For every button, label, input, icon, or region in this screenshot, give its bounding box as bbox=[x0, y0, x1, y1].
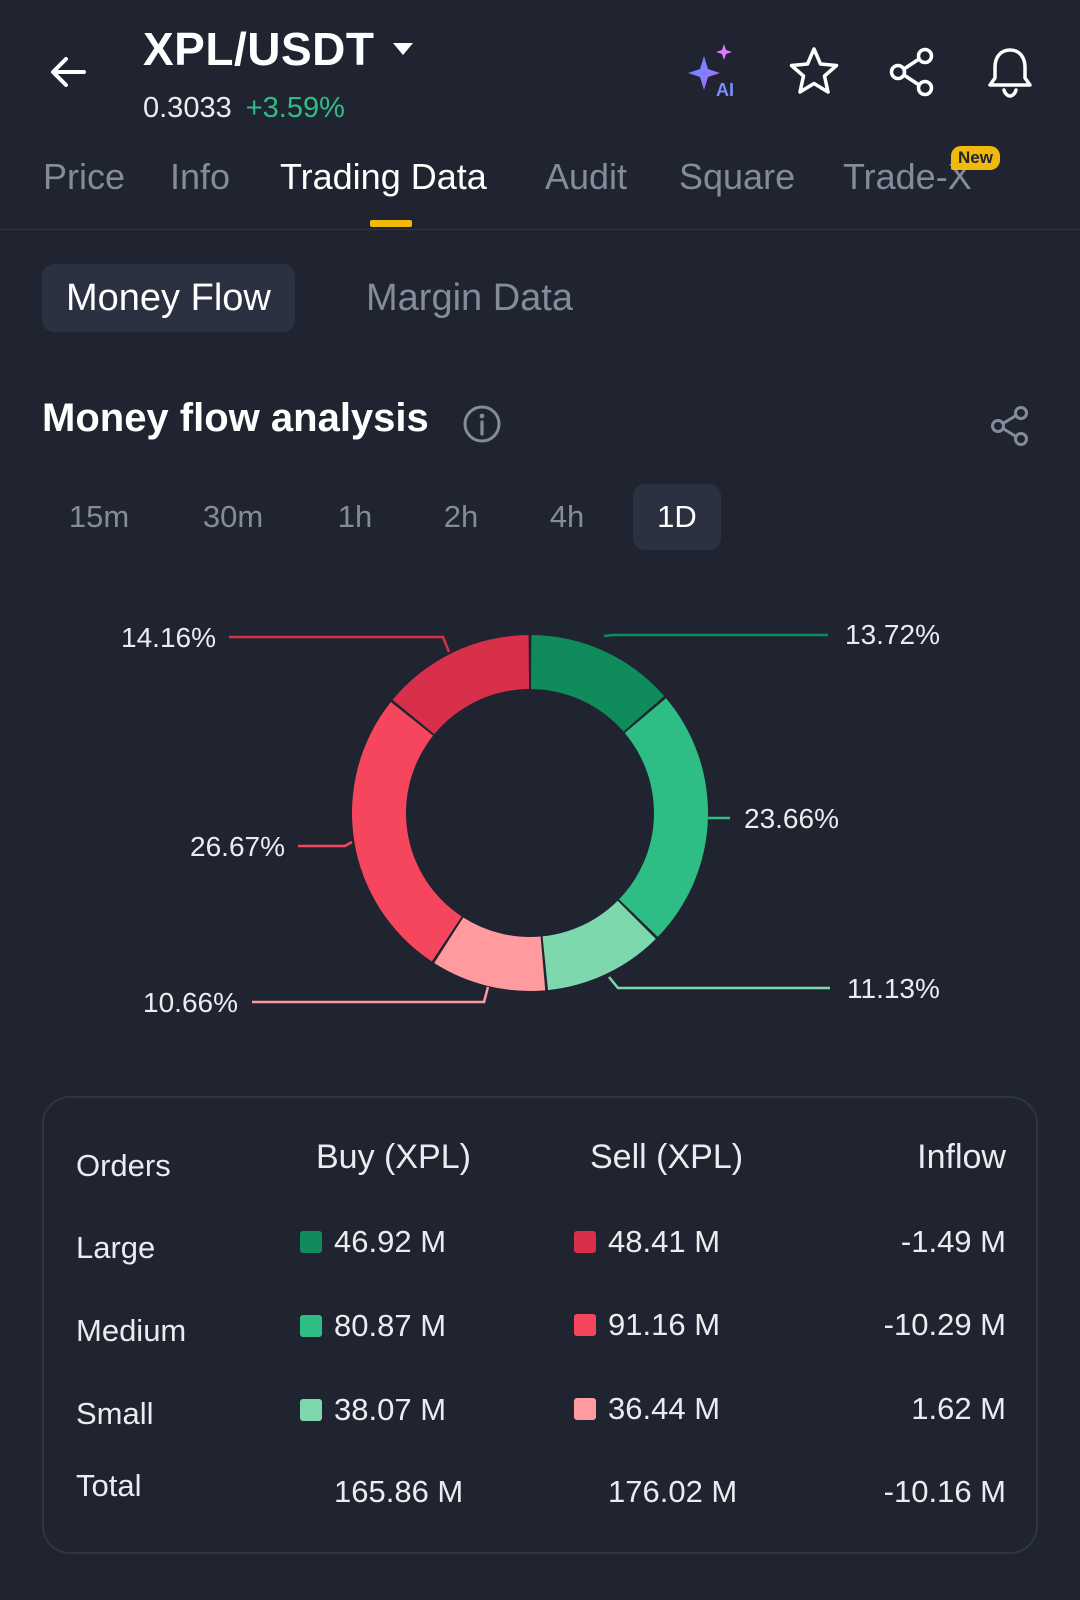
active-tab-indicator bbox=[370, 220, 412, 227]
row-small-label: Small bbox=[76, 1396, 154, 1431]
ai-text: AI bbox=[716, 80, 734, 100]
slice-percent-label: 10.66% bbox=[143, 987, 238, 1018]
main-tabs: Price Info Trading Data Audit Square Tra… bbox=[0, 150, 1080, 230]
slice-percent-label: 13.72% bbox=[845, 619, 940, 650]
header-inflow: Inflow bbox=[917, 1138, 1006, 1176]
time-tab-30m[interactable]: 30m bbox=[202, 499, 264, 534]
tab-trade-x[interactable]: Trade-X bbox=[843, 156, 972, 197]
row-medium-buy: 80.87 M bbox=[300, 1308, 446, 1344]
row-total-sell: 176.02 M bbox=[608, 1474, 738, 1509]
slice-leader-line bbox=[608, 976, 830, 990]
pair-selector[interactable]: XPL/USDT bbox=[143, 22, 416, 76]
tab-trading-data[interactable]: Trading Data bbox=[280, 156, 487, 197]
slice-leader-line bbox=[229, 635, 451, 653]
time-tab-1h[interactable]: 1h bbox=[337, 499, 373, 534]
row-large-buy: 46.92 M bbox=[300, 1224, 446, 1260]
row-large-sell: 48.41 M bbox=[574, 1224, 720, 1260]
share-icon[interactable] bbox=[884, 44, 940, 100]
header-sell: Sell (XPL) bbox=[590, 1138, 744, 1176]
sell-swatch-large bbox=[574, 1231, 596, 1253]
donut-slice bbox=[352, 702, 462, 962]
row-large-inflow: -1.49 M bbox=[900, 1224, 1006, 1259]
row-small-sell: 36.44 M bbox=[574, 1391, 720, 1427]
buy-value: 46.92 M bbox=[334, 1224, 447, 1259]
row-total-label: Total bbox=[76, 1468, 142, 1503]
slice-leader-line bbox=[298, 840, 353, 848]
section-title: Money flow analysis bbox=[42, 396, 429, 440]
tab-info[interactable]: Info bbox=[170, 156, 231, 197]
donut-slice bbox=[542, 900, 656, 991]
sell-swatch-small bbox=[574, 1398, 596, 1420]
donut-slice bbox=[434, 917, 546, 991]
slice-percent-label: 14.16% bbox=[121, 622, 216, 653]
row-small-inflow: 1.62 M bbox=[911, 1391, 1006, 1426]
buy-swatch-medium bbox=[300, 1315, 322, 1337]
buy-value: 80.87 M bbox=[334, 1308, 447, 1343]
ai-sparkle-icon[interactable]: AI bbox=[688, 44, 744, 100]
row-total-buy: 165.86 M bbox=[334, 1474, 464, 1509]
time-tab-4h[interactable]: 4h bbox=[549, 499, 585, 534]
pair-header: XPL/USDT 0.3033 +3.59% AI bbox=[0, 0, 1080, 140]
donut-slice bbox=[530, 635, 665, 732]
tab-audit[interactable]: Audit bbox=[545, 156, 628, 197]
back-arrow-icon[interactable] bbox=[44, 46, 96, 98]
buy-value: 38.07 M bbox=[334, 1392, 447, 1427]
favorite-star-icon[interactable] bbox=[786, 44, 842, 100]
donut-slice bbox=[619, 698, 708, 937]
row-small-buy: 38.07 M bbox=[300, 1392, 446, 1428]
time-tab-1d[interactable]: 1D bbox=[633, 484, 721, 550]
subtab-money-flow[interactable]: Money Flow bbox=[42, 264, 295, 332]
subtab-margin-data[interactable]: Margin Data bbox=[366, 277, 573, 319]
pair-title: XPL/USDT bbox=[143, 23, 375, 75]
slice-percent-label: 26.67% bbox=[190, 831, 285, 862]
sell-value: 36.44 M bbox=[608, 1391, 721, 1426]
last-price: 0.3033 bbox=[143, 92, 232, 124]
row-medium-label: Medium bbox=[76, 1313, 187, 1348]
sell-swatch-medium bbox=[574, 1314, 596, 1336]
slice-percent-label: 11.13% bbox=[847, 973, 940, 1004]
buy-swatch-small bbox=[300, 1399, 322, 1421]
orders-table: Orders Buy (XPL) Sell (XPL) Inflow Large… bbox=[42, 1096, 1038, 1554]
info-icon[interactable] bbox=[462, 404, 502, 444]
header-buy: Buy (XPL) bbox=[316, 1138, 471, 1176]
section-share-icon[interactable] bbox=[988, 404, 1032, 448]
slice-percent-label: 23.66% bbox=[744, 803, 839, 834]
row-large-label: Large bbox=[76, 1230, 156, 1265]
row-medium-sell: 91.16 M bbox=[574, 1307, 720, 1343]
buy-swatch-large bbox=[300, 1231, 322, 1253]
donut-slice bbox=[392, 635, 530, 735]
tab-square[interactable]: Square bbox=[679, 156, 796, 197]
time-tab-15m[interactable]: 15m bbox=[68, 499, 130, 534]
caret-down-icon bbox=[393, 43, 414, 55]
tab-price[interactable]: Price bbox=[43, 156, 126, 197]
sell-value: 48.41 M bbox=[608, 1224, 721, 1259]
time-tab-2h[interactable]: 2h bbox=[443, 499, 479, 534]
row-total-inflow: -10.16 M bbox=[883, 1474, 1006, 1509]
header-orders: Orders bbox=[76, 1148, 171, 1183]
slice-leader-line bbox=[603, 633, 828, 638]
new-badge: New bbox=[951, 146, 1000, 170]
sell-value: 91.16 M bbox=[608, 1307, 721, 1342]
price-row: 0.3033 +3.59% bbox=[143, 92, 345, 125]
price-change: +3.59% bbox=[245, 92, 345, 124]
row-medium-inflow: -10.29 M bbox=[883, 1307, 1006, 1342]
slice-leader-line bbox=[252, 986, 490, 1004]
bell-icon[interactable] bbox=[982, 44, 1038, 100]
money-flow-donut-chart: 13.72% 23.66% 11.13% 10.66% 26.67% 14.16% bbox=[121, 619, 940, 1018]
